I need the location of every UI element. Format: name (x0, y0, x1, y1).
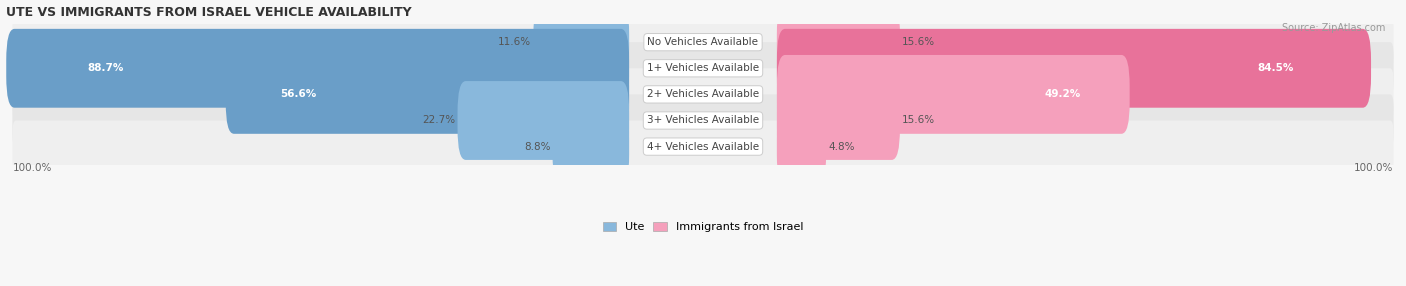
FancyBboxPatch shape (533, 3, 628, 82)
FancyBboxPatch shape (13, 120, 1393, 173)
Text: 100.0%: 100.0% (1354, 163, 1393, 173)
FancyBboxPatch shape (553, 107, 628, 186)
FancyBboxPatch shape (226, 55, 628, 134)
Text: 88.7%: 88.7% (87, 63, 124, 73)
FancyBboxPatch shape (457, 81, 628, 160)
Text: 8.8%: 8.8% (524, 142, 551, 152)
FancyBboxPatch shape (13, 68, 1393, 120)
Text: 3+ Vehicles Available: 3+ Vehicles Available (647, 116, 759, 126)
Text: 49.2%: 49.2% (1045, 90, 1081, 99)
Text: 11.6%: 11.6% (498, 37, 531, 47)
Text: 2+ Vehicles Available: 2+ Vehicles Available (647, 90, 759, 99)
FancyBboxPatch shape (13, 94, 1393, 147)
Text: 22.7%: 22.7% (422, 116, 456, 126)
FancyBboxPatch shape (13, 42, 1393, 94)
Legend: Ute, Immigrants from Israel: Ute, Immigrants from Israel (599, 218, 807, 237)
Text: 15.6%: 15.6% (903, 116, 935, 126)
Text: 100.0%: 100.0% (13, 163, 52, 173)
Text: 4.8%: 4.8% (828, 142, 855, 152)
FancyBboxPatch shape (778, 55, 1129, 134)
FancyBboxPatch shape (778, 107, 827, 186)
Text: 1+ Vehicles Available: 1+ Vehicles Available (647, 63, 759, 73)
Text: No Vehicles Available: No Vehicles Available (648, 37, 758, 47)
Text: 56.6%: 56.6% (280, 90, 316, 99)
Text: Source: ZipAtlas.com: Source: ZipAtlas.com (1281, 23, 1385, 33)
Text: 84.5%: 84.5% (1257, 63, 1294, 73)
Text: UTE VS IMMIGRANTS FROM ISRAEL VEHICLE AVAILABILITY: UTE VS IMMIGRANTS FROM ISRAEL VEHICLE AV… (6, 5, 411, 19)
FancyBboxPatch shape (778, 81, 900, 160)
Text: 4+ Vehicles Available: 4+ Vehicles Available (647, 142, 759, 152)
FancyBboxPatch shape (778, 29, 1371, 108)
Text: 15.6%: 15.6% (903, 37, 935, 47)
FancyBboxPatch shape (13, 16, 1393, 68)
FancyBboxPatch shape (778, 3, 900, 82)
FancyBboxPatch shape (6, 29, 628, 108)
